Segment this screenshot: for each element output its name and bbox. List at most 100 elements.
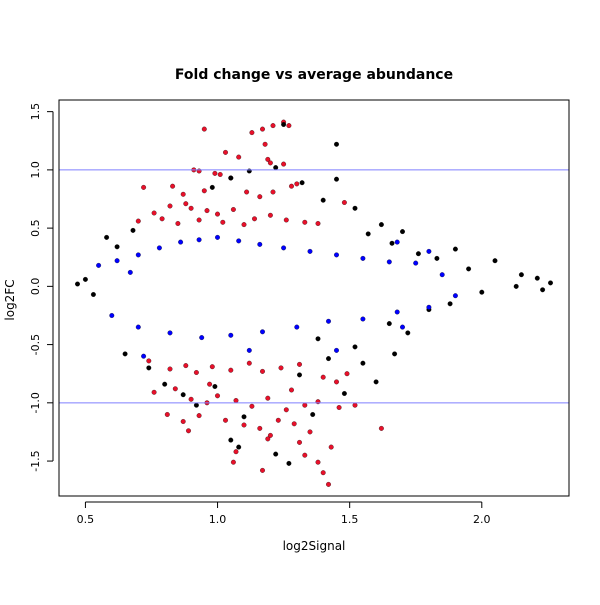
data-point [326, 481, 331, 487]
data-point [180, 392, 186, 398]
data-point [196, 413, 202, 419]
data-point [320, 470, 326, 476]
data-point [180, 419, 186, 424]
data-point [130, 227, 136, 233]
data-point [373, 379, 379, 385]
data-point [315, 459, 321, 465]
data-point [386, 259, 392, 265]
data-point [122, 351, 128, 357]
y-tick-label: 0.0 [29, 278, 42, 296]
data-point [302, 402, 308, 408]
data-point [392, 351, 398, 357]
data-point [352, 402, 358, 408]
data-point [151, 210, 157, 216]
data-point [281, 122, 287, 127]
data-point [341, 200, 347, 205]
y-tick-label: -1.5 [29, 450, 42, 471]
data-point [297, 439, 302, 445]
data-point [326, 356, 331, 362]
data-point [252, 216, 257, 222]
data-point [172, 386, 178, 392]
data-point [215, 393, 220, 399]
data-point [328, 444, 334, 450]
data-point [400, 324, 405, 330]
data-point [286, 123, 292, 129]
data-point [164, 412, 170, 417]
data-point [241, 414, 247, 420]
x-axis-label: log2Signal [283, 539, 346, 553]
data-point [273, 451, 279, 457]
data-point [294, 324, 300, 330]
data-point [260, 329, 265, 335]
data-point [201, 188, 207, 194]
y-axis: -1.5 -1.0 -0.5 0.0 0.5 1.0 1.5 [29, 103, 54, 472]
data-point [246, 360, 252, 366]
data-point [135, 252, 141, 258]
data-point [223, 149, 228, 155]
data-point [270, 123, 276, 129]
x-tick-label: 1.5 [341, 513, 359, 526]
data-point [548, 280, 553, 286]
data-point [241, 222, 247, 228]
data-point [452, 246, 458, 252]
data-point [334, 141, 339, 147]
data-point [260, 368, 265, 374]
data-point [426, 248, 432, 254]
y-tick-label: -1.0 [29, 392, 42, 413]
data-point [334, 347, 339, 353]
data-point [294, 181, 300, 187]
data-point [175, 221, 181, 226]
data-point [188, 205, 194, 211]
data-point [334, 252, 339, 258]
data-point [212, 384, 218, 389]
data-point [283, 407, 289, 413]
data-point [426, 304, 432, 310]
x-tick-label: 0.5 [77, 513, 95, 526]
data-point [540, 287, 546, 293]
data-point [233, 449, 239, 455]
data-point [413, 260, 419, 266]
data-point [233, 398, 239, 403]
data-point [109, 313, 115, 318]
data-point [146, 358, 152, 364]
x-tick-label: 1.0 [209, 513, 227, 526]
data-point [228, 332, 234, 338]
data-point [334, 379, 339, 385]
data-point [151, 389, 157, 395]
data-point [209, 364, 215, 370]
data-point [534, 275, 540, 281]
data-point [114, 244, 120, 250]
data-point [183, 363, 189, 369]
data-point [215, 211, 220, 217]
data-point [212, 170, 218, 176]
data-point [75, 281, 80, 287]
data-point [204, 208, 210, 214]
data-point [236, 154, 242, 160]
data-point [326, 318, 331, 324]
data-point [365, 231, 371, 237]
data-point [193, 402, 199, 408]
data-point [289, 183, 294, 189]
data-point [415, 251, 421, 257]
data-point [302, 452, 308, 458]
y-tick-label: 0.5 [29, 219, 42, 237]
data-point [341, 391, 347, 396]
data-point [394, 239, 400, 245]
data-point [297, 361, 302, 367]
y-tick-label: -0.5 [29, 334, 42, 355]
data-point [257, 194, 263, 200]
y-tick-label: 1.5 [29, 103, 42, 121]
data-point [270, 189, 276, 195]
data-point [178, 239, 184, 245]
data-point [466, 266, 472, 272]
data-point [344, 371, 350, 377]
data-point [334, 176, 339, 182]
data-point [283, 217, 289, 223]
data-points [75, 119, 553, 487]
data-point [315, 336, 321, 342]
data-point [267, 160, 273, 166]
data-point [447, 301, 453, 307]
data-point [281, 161, 287, 167]
data-point [241, 422, 247, 428]
